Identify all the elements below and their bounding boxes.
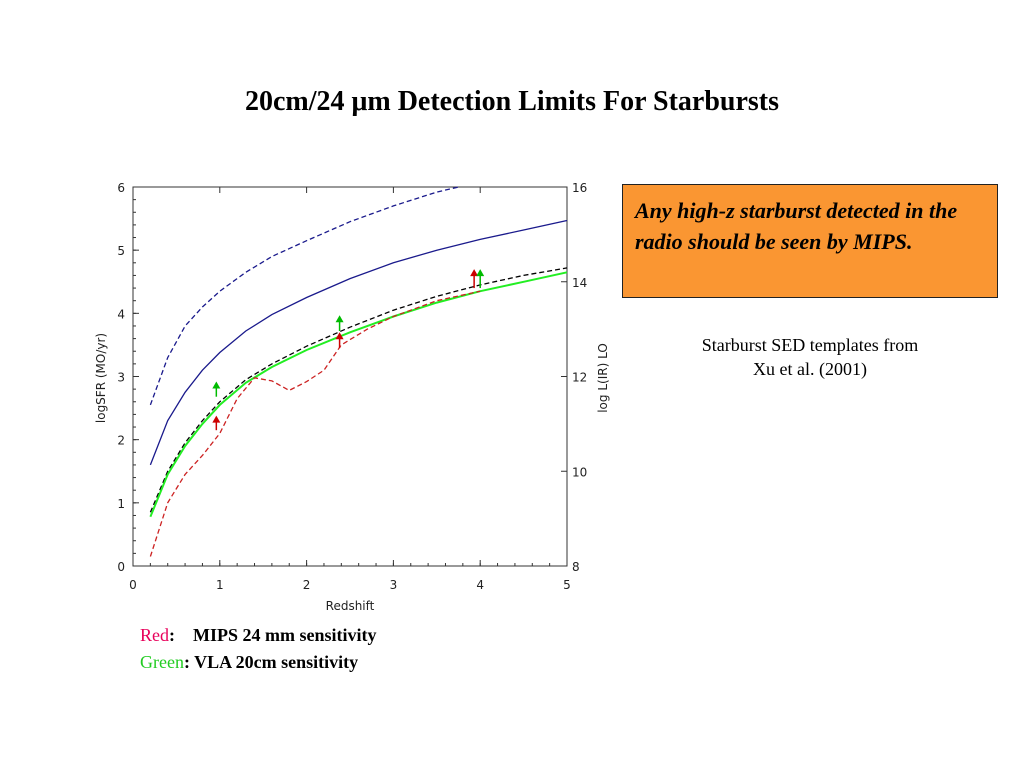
x-tick-label: 0 xyxy=(129,578,137,592)
legend: Red: MIPS 24 mm sensitivity Green: VLA 2… xyxy=(140,622,376,676)
y2-tick-label: 8 xyxy=(572,560,580,574)
arrow-head xyxy=(335,315,344,323)
y-tick-label: 5 xyxy=(117,244,125,258)
series-line-5 xyxy=(149,290,481,557)
x-tick-label: 3 xyxy=(390,578,398,592)
y2-axis-label: log L(IR) LO xyxy=(596,343,610,413)
arrow-head xyxy=(335,332,344,340)
sensitivity-arrows xyxy=(212,269,485,431)
y-tick-label: 4 xyxy=(117,307,125,321)
y-tick-label: 6 xyxy=(117,181,125,195)
legend-green-text: : VLA 20cm sensitivity xyxy=(183,652,359,672)
template-note-line-2: Xu et al. (2001) xyxy=(753,359,867,379)
legend-red-label: Red xyxy=(140,625,169,645)
y2-tick-label: 10 xyxy=(572,465,587,479)
y2-tick-label: 12 xyxy=(572,371,587,385)
callout-box: Any high-z starburst detected in the rad… xyxy=(622,184,998,298)
series-group xyxy=(149,186,568,557)
arrow-head xyxy=(212,381,221,389)
arrow-head xyxy=(212,415,221,423)
slide-title: 20cm/24 μm Detection Limits For Starburs… xyxy=(244,86,780,117)
y-tick-label: 1 xyxy=(117,497,125,511)
y-tick-label: 3 xyxy=(117,371,125,385)
template-note: Starburst SED templates from Xu et al. (… xyxy=(640,333,980,381)
x-tick-label: 1 xyxy=(216,578,224,592)
x-tick-label: 4 xyxy=(476,578,484,592)
series-line-4 xyxy=(149,271,568,518)
y2-tick-label: 14 xyxy=(572,276,587,290)
y-tick-label: 2 xyxy=(117,434,125,448)
arrow-head xyxy=(470,269,479,277)
legend-green-label: Green xyxy=(140,652,184,672)
legend-red-text: : MIPS 24 mm sensitivity xyxy=(169,625,377,645)
x-axis-label: Redshift xyxy=(326,599,375,613)
series-line-1 xyxy=(149,219,568,466)
x-tick-label: 5 xyxy=(563,578,571,592)
legend-green-row: Green: VLA 20cm sensitivity xyxy=(140,649,376,676)
y-axis-label: logSFR (MO/yr) xyxy=(94,333,108,423)
series-line-3 xyxy=(149,267,568,513)
y-tick-label: 0 xyxy=(117,560,125,574)
y2-tick-label: 16 xyxy=(572,181,587,195)
legend-red-row: Red: MIPS 24 mm sensitivity xyxy=(140,622,376,649)
arrow-head xyxy=(476,269,485,277)
series-line-2 xyxy=(149,186,459,406)
x-tick-label: 2 xyxy=(303,578,311,592)
template-note-line-1: Starburst SED templates from xyxy=(701,335,919,355)
